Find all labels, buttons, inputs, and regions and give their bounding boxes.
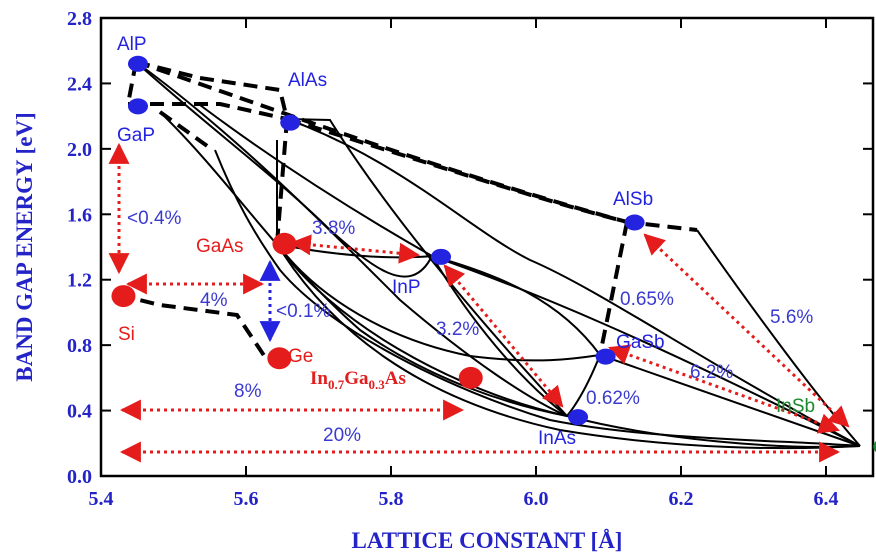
label-gap: GaP	[117, 125, 155, 146]
curve-gasb-inas	[566, 354, 601, 417]
pct-si-insb: 20%	[323, 425, 361, 446]
indirect-gap-curves	[118, 60, 698, 359]
pct-si-gaas: 4%	[200, 290, 228, 311]
arrow-gaas-inp	[289, 234, 421, 264]
x-tick-label: 5.8	[379, 488, 404, 510]
label-insb: InSb	[776, 396, 815, 417]
mismatch-labels: <0.4% 4% <0.1% 3.8% 3.2% 0.65% 5.6% 6.2%…	[127, 208, 813, 446]
point-gasb	[595, 348, 616, 365]
pct-alsb-gasb: 0.65%	[620, 289, 674, 310]
arrow-gasb-insb	[608, 344, 840, 434]
y-tick-label: 0.4	[67, 401, 92, 423]
x-tick-label: 6.4	[814, 488, 839, 510]
pct-gaas-inp: 3.8%	[312, 218, 355, 239]
y-tick-label: 2.4	[67, 73, 92, 95]
point-insb	[873, 441, 876, 453]
label-gasb: GaSb	[616, 332, 665, 353]
y-tick-label: 0.0	[67, 466, 92, 488]
ingaas-sub-in: 0.7	[328, 377, 345, 392]
ingaas-in: In	[310, 368, 328, 389]
point-alsb	[624, 214, 645, 231]
label-gaas: GaAs	[196, 236, 244, 257]
label-ingaas: In0.7Ga0.3As	[310, 368, 406, 392]
label-inas: InAs	[538, 428, 576, 449]
mismatch-arrows	[108, 142, 850, 463]
pct-gasb-inas: 0.62%	[586, 388, 640, 409]
label-alas: AlAs	[288, 70, 327, 91]
dash-si-ge	[118, 293, 267, 359]
dash-alsb-gasb	[598, 221, 629, 356]
y-tick-label: 1.2	[67, 270, 92, 292]
arrow-alsb-insb	[643, 233, 850, 428]
dash-gap-side	[158, 110, 212, 150]
label-ge: Ge	[288, 346, 313, 367]
point-alas	[280, 114, 301, 131]
pct-gasb-insb: 6.2%	[690, 362, 733, 383]
point-ge	[267, 347, 292, 370]
label-inp: InP	[392, 277, 421, 298]
dash-alas-alsb	[286, 117, 698, 232]
ingaas-as: As	[385, 368, 406, 389]
pct-alsb-insb: 5.6%	[770, 307, 813, 328]
y-tick-label: 0.8	[67, 335, 92, 357]
pct-si-ge: 8%	[234, 381, 262, 402]
point-alp	[127, 55, 148, 72]
point-gaas	[272, 232, 297, 255]
dash-gap-alas	[128, 102, 288, 121]
material-points	[111, 55, 876, 453]
label-alsb: AlSb	[613, 189, 653, 210]
x-tick-label: 5.4	[89, 488, 114, 510]
x-tick-label: 6.0	[524, 488, 549, 510]
point-inp	[431, 248, 452, 265]
label-si: Si	[118, 324, 135, 345]
plot-frame	[99, 16, 875, 478]
axis-ticks: 5.4 5.6 5.8 6.0 6.2 6.4 0.0 0.4 0.8 1.2 1.6 2.0 2.4 2…	[67, 8, 873, 510]
x-axis-title: LATTICE CONSTANT [Å]	[352, 528, 623, 552]
x-tick-label: 6.2	[669, 488, 694, 510]
y-tick-label: 1.6	[67, 204, 92, 226]
y-tick-label: 2.8	[67, 8, 92, 30]
y-tick-label: 2.0	[67, 139, 92, 161]
curve-inp-gasb	[431, 255, 601, 356]
point-gap	[127, 98, 148, 115]
pct-inp-inas: 3.2%	[436, 319, 479, 340]
curve-alas-insb	[286, 118, 861, 447]
point-inas	[568, 409, 589, 426]
point-si	[111, 285, 136, 308]
dash-alp-alas	[135, 60, 289, 120]
dash-alp-alsb	[135, 60, 628, 224]
material-labels: AlP GaP AlAs GaAs InP AlSb Si Ge GaSb In…	[117, 34, 815, 449]
y-axis-title: BAND GAP ENERGY [eV]	[12, 112, 37, 381]
ingaas-sub-ga: 0.3	[369, 377, 386, 392]
pct-gaas-ge: <0.1%	[276, 301, 331, 322]
arrow-inp-inas	[443, 264, 564, 408]
ingaas-ga: Ga	[344, 368, 369, 389]
pct-gap-si: <0.4%	[127, 208, 182, 229]
point-ingaas	[458, 366, 483, 389]
x-tick-label: 5.6	[234, 488, 259, 510]
label-alp: AlP	[117, 34, 147, 55]
